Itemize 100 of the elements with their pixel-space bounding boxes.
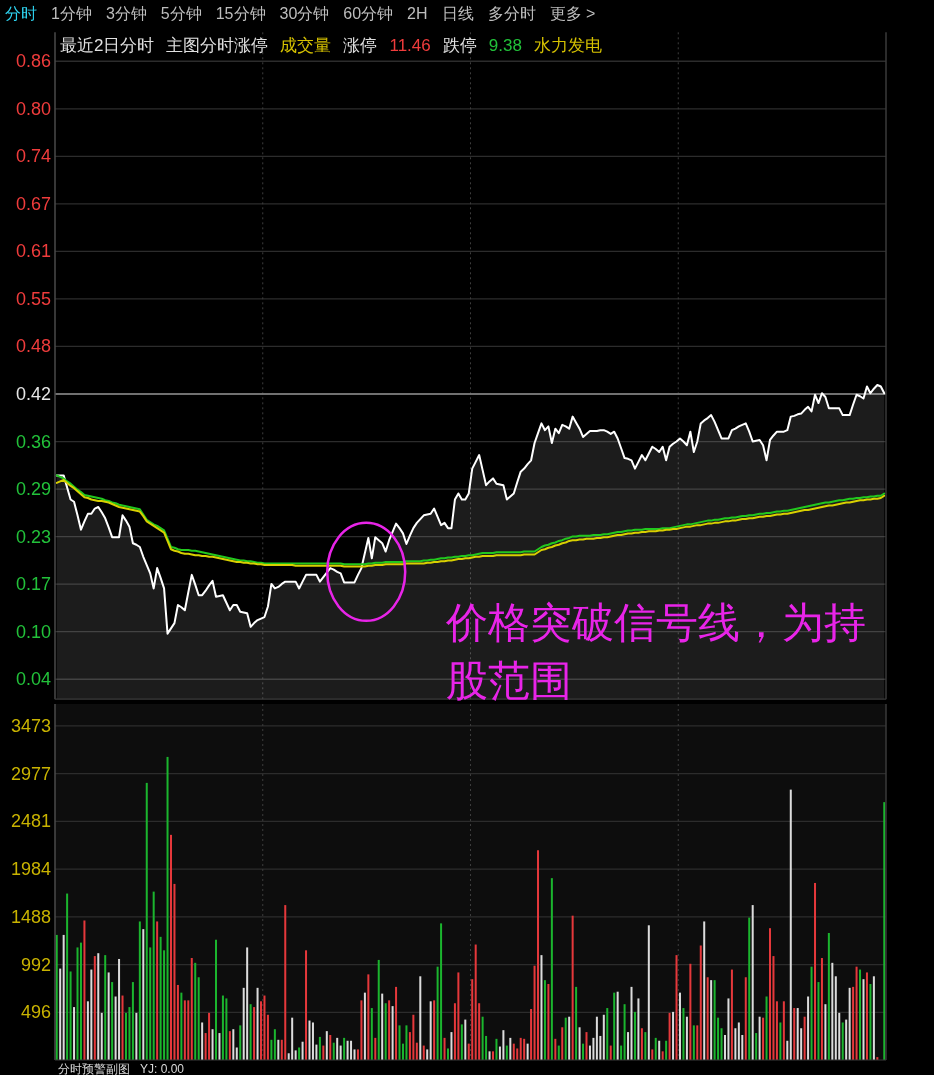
bar bbox=[737, 1022, 740, 1060]
text: 分时 bbox=[5, 5, 37, 22]
text: 5分钟 bbox=[160, 5, 202, 22]
bar bbox=[273, 1029, 276, 1060]
bar bbox=[585, 1032, 588, 1060]
bar bbox=[381, 993, 384, 1060]
bar bbox=[305, 950, 308, 1060]
bar bbox=[433, 1000, 436, 1060]
bar bbox=[627, 1032, 630, 1060]
bar bbox=[765, 996, 768, 1060]
bar bbox=[263, 995, 266, 1060]
bar bbox=[807, 996, 810, 1060]
bar bbox=[505, 1045, 508, 1060]
bar bbox=[135, 1012, 138, 1060]
bar bbox=[83, 920, 86, 1060]
bar bbox=[225, 998, 228, 1060]
bar bbox=[696, 1025, 699, 1060]
bar bbox=[388, 1000, 391, 1060]
bar bbox=[183, 1000, 186, 1060]
bar bbox=[284, 905, 287, 1060]
y-tick-label: 0.61 bbox=[15, 241, 51, 262]
text: 3分钟 bbox=[105, 5, 147, 22]
bar bbox=[201, 1022, 204, 1060]
y-tick-label: 3473 bbox=[10, 715, 51, 736]
bar bbox=[682, 1008, 685, 1060]
bar bbox=[665, 1040, 668, 1060]
bar bbox=[104, 955, 107, 1060]
bar bbox=[374, 1037, 377, 1060]
y-tick-label: 0.36 bbox=[15, 431, 51, 452]
bar bbox=[159, 936, 162, 1060]
y-tick-label: 1488 bbox=[10, 906, 51, 927]
bar bbox=[391, 1006, 394, 1060]
bar bbox=[440, 923, 443, 1060]
bar bbox=[564, 1017, 567, 1060]
bar bbox=[582, 1043, 585, 1060]
bar bbox=[107, 972, 110, 1060]
bar bbox=[554, 1038, 557, 1060]
bar bbox=[727, 998, 730, 1060]
bar bbox=[748, 917, 751, 1060]
bar bbox=[678, 992, 681, 1060]
bar bbox=[869, 983, 872, 1060]
bar bbox=[128, 1007, 131, 1060]
bar bbox=[550, 878, 553, 1060]
bar bbox=[419, 976, 422, 1060]
bar bbox=[592, 1037, 595, 1060]
bar bbox=[668, 1012, 671, 1060]
bar bbox=[97, 953, 100, 1060]
bar bbox=[152, 891, 155, 1060]
bar bbox=[488, 1051, 491, 1060]
bar bbox=[325, 1031, 328, 1060]
bar bbox=[571, 915, 574, 1060]
bar bbox=[55, 934, 58, 1060]
y-tick-label: 0.23 bbox=[15, 526, 51, 547]
bar bbox=[744, 977, 747, 1060]
y-tick-label: 0.10 bbox=[15, 621, 51, 642]
y-tick-label: 0.48 bbox=[15, 336, 51, 357]
text: 15分钟 bbox=[215, 5, 266, 22]
text: 多分时 bbox=[487, 5, 536, 22]
bar bbox=[651, 1049, 654, 1060]
annotation: 9.38 bbox=[488, 36, 522, 55]
bar bbox=[384, 1003, 387, 1060]
bar bbox=[512, 1043, 515, 1060]
bar bbox=[620, 1045, 623, 1060]
bar bbox=[169, 834, 172, 1060]
bar bbox=[762, 1017, 765, 1060]
bar bbox=[363, 992, 366, 1060]
text: 2H bbox=[407, 5, 428, 22]
bar bbox=[602, 1014, 605, 1060]
bar bbox=[329, 1034, 332, 1060]
bar bbox=[360, 1000, 363, 1060]
bar bbox=[180, 992, 183, 1060]
y-tick-label: 0.86 bbox=[15, 51, 51, 72]
bar bbox=[779, 1022, 782, 1060]
bar bbox=[412, 1014, 415, 1060]
bar bbox=[446, 1048, 449, 1060]
bar bbox=[66, 893, 69, 1060]
bar bbox=[211, 1029, 214, 1060]
annotation: 11.46 bbox=[389, 36, 431, 55]
bar bbox=[831, 962, 834, 1060]
y-tick-label: 992 bbox=[20, 954, 51, 975]
bar bbox=[118, 958, 121, 1060]
bar bbox=[415, 1042, 418, 1060]
text: 日线 bbox=[441, 5, 474, 22]
bar bbox=[308, 1020, 311, 1060]
bar bbox=[782, 1001, 785, 1060]
bar bbox=[422, 1045, 425, 1060]
bar bbox=[758, 1016, 761, 1060]
y-tick-label: 496 bbox=[20, 1002, 51, 1023]
bar bbox=[561, 1027, 564, 1060]
bar bbox=[481, 1016, 484, 1060]
bar bbox=[647, 925, 650, 1060]
bar bbox=[789, 789, 792, 1060]
annotation: 跌停 bbox=[442, 36, 477, 55]
y-tick-label: 2977 bbox=[10, 763, 51, 784]
bar bbox=[557, 1045, 560, 1060]
bar bbox=[530, 1009, 533, 1060]
bar bbox=[256, 987, 259, 1060]
bar bbox=[699, 945, 702, 1060]
bar bbox=[883, 802, 886, 1060]
bar bbox=[73, 1007, 76, 1060]
